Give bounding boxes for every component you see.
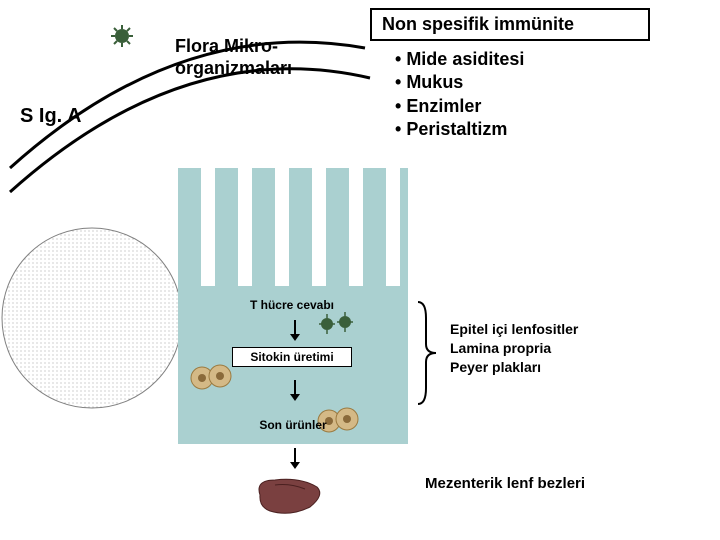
flow-step-2: Sitokin üretimi — [232, 347, 352, 367]
title-text: Non spesifik immünite — [382, 14, 574, 34]
microbe-pair-icon — [315, 310, 361, 338]
brace-icon — [412, 298, 442, 408]
flow-step-3: Son ürünler — [238, 418, 348, 432]
title-box: Non spesifik immünite — [370, 8, 650, 41]
microbe-icon — [110, 24, 134, 48]
bullet-4: • Peristaltizm — [395, 118, 635, 141]
siga-label: S Ig. A — [20, 105, 81, 128]
liver-icon — [255, 475, 325, 517]
arrow-down-icon — [288, 318, 302, 342]
bullets-box: • Mide asiditesi • Mukus • Enzimler • Pe… — [395, 48, 635, 142]
arrow-down-icon — [288, 446, 302, 470]
flora-label: Flora Mikro- organizmaları — [175, 36, 292, 79]
bullet-1: • Mide asiditesi — [395, 48, 635, 71]
brace-labels: Epitel içi lenfositler Lamina propria Pe… — [450, 320, 578, 377]
large-circle — [0, 226, 186, 412]
bullet-3: • Enzimler — [395, 95, 635, 118]
arrow-down-icon — [288, 378, 302, 402]
bullet-2: • Mukus — [395, 71, 635, 94]
mezenterik-label: Mezenterik lenf bezleri — [425, 475, 585, 492]
cell-pair-icon — [188, 362, 236, 392]
